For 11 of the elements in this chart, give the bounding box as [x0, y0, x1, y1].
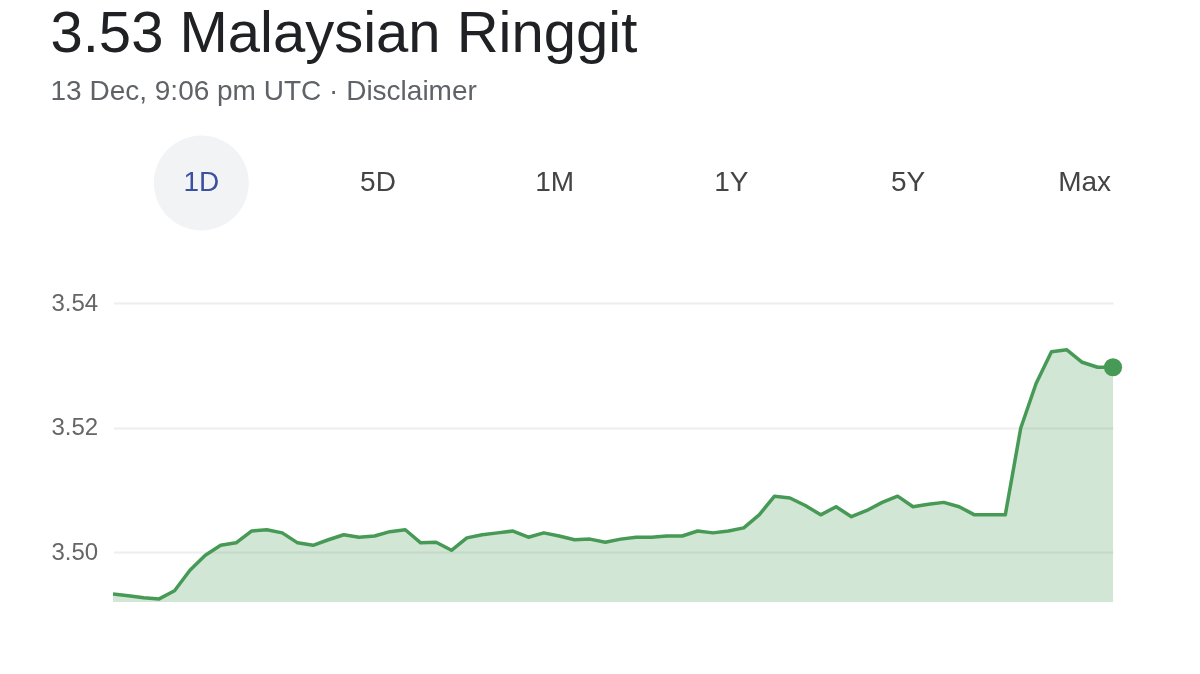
y-tick-label: 3.52	[51, 413, 99, 441]
text: 5Y	[890, 166, 926, 197]
y-tick-label: 3.50	[51, 537, 99, 565]
chart-subtitle: 13 Dec, 9:06 pm UTC · Disclaimer	[50, 74, 477, 106]
text: 1Y	[714, 166, 749, 197]
text: 1D	[183, 166, 220, 197]
text: Max	[1058, 166, 1112, 197]
y-tick-label: 3.54	[51, 288, 99, 316]
text: 1M	[535, 166, 575, 197]
text: 5D	[360, 166, 396, 197]
chart-title: 3.53 Malaysian Ringgit	[50, 0, 638, 64]
